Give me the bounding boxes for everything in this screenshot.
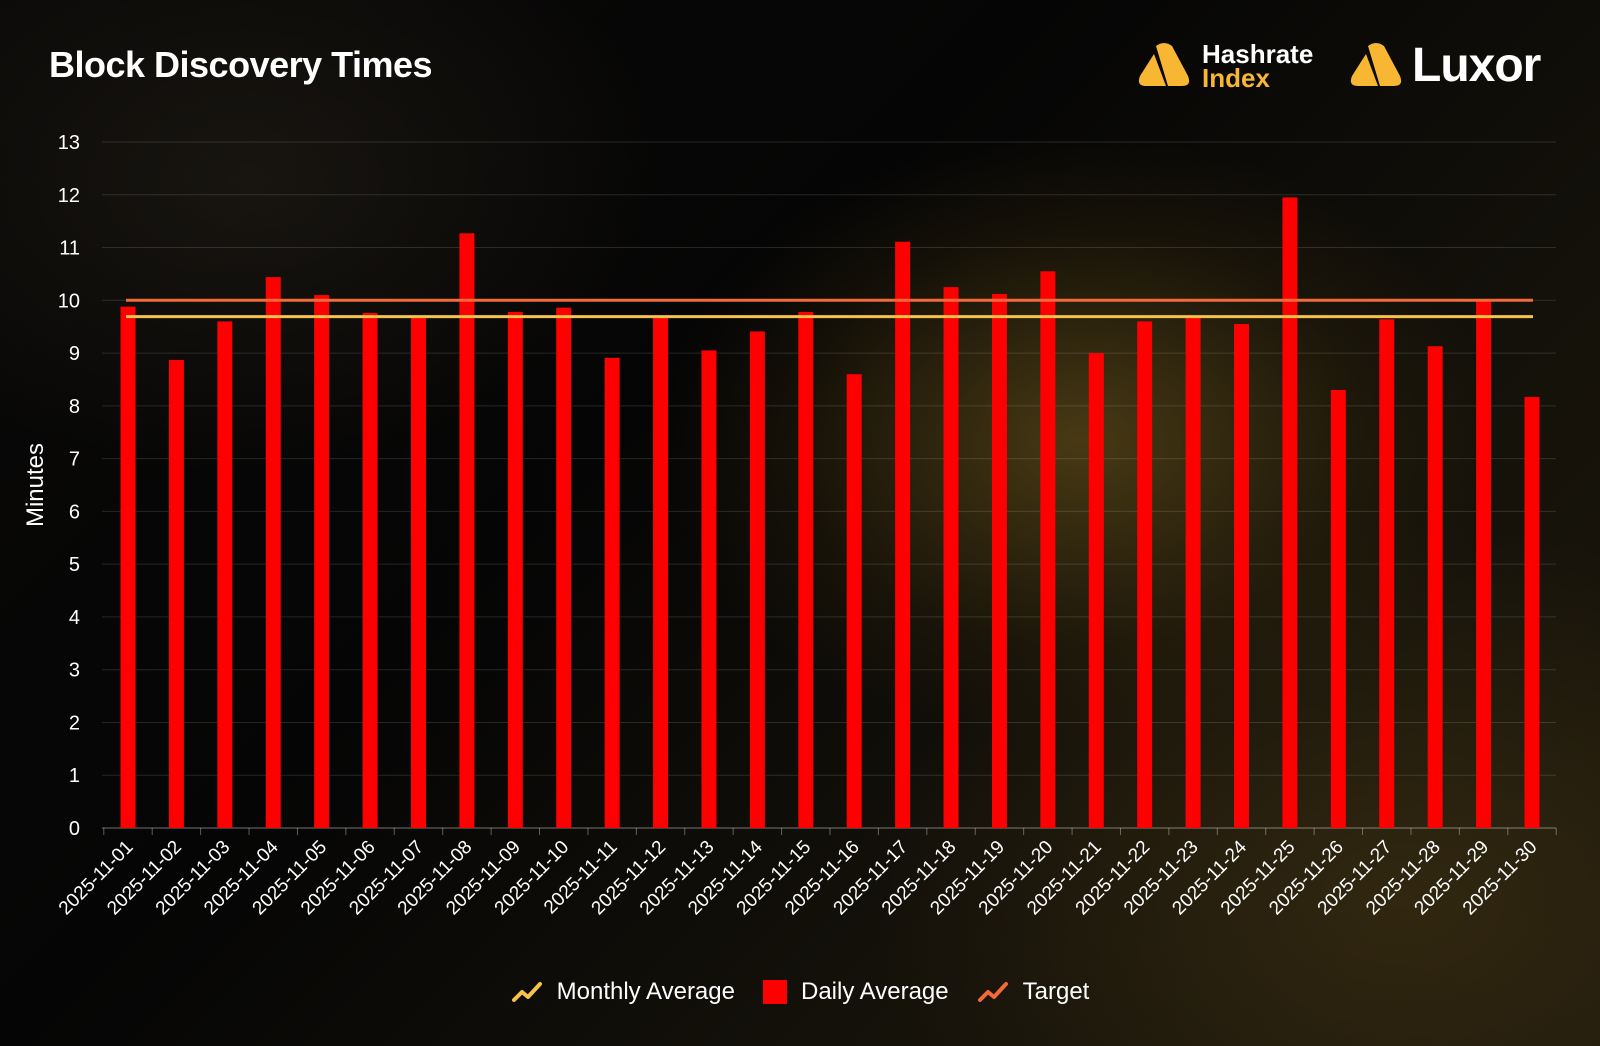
- chart-title: Block Discovery Times: [49, 44, 433, 85]
- y-tick-label: 0: [69, 818, 80, 840]
- y-tick-label: 5: [69, 554, 80, 576]
- monthly-average-line-icon: [511, 982, 542, 1002]
- bar-2025-11-22: [1137, 321, 1153, 828]
- x-axis-ticks: 2025-11-012025-11-022025-11-032025-11-04…: [55, 836, 1542, 919]
- grid-lines: [102, 141, 1557, 835]
- bar-2025-11-30: [1524, 396, 1540, 828]
- bar-2025-11-11: [604, 357, 620, 828]
- y-tick-label: 6: [69, 501, 80, 523]
- bars: [120, 197, 1540, 829]
- bar-2025-11-04: [265, 277, 281, 828]
- legend-item-daily-average[interactable]: Daily Average: [762, 978, 949, 1006]
- daily-average-bar-icon: [762, 980, 787, 1004]
- bar-2025-11-17: [895, 241, 911, 829]
- bar-2025-11-01: [120, 306, 136, 828]
- y-tick-label: 4: [69, 607, 80, 629]
- bar-2025-11-08: [459, 233, 475, 828]
- y-tick-label: 12: [58, 185, 80, 207]
- index-logo-text: Index: [1202, 63, 1270, 93]
- bar-2025-11-10: [556, 307, 572, 828]
- y-tick-label: 3: [69, 660, 80, 682]
- bar-2025-11-09: [507, 311, 523, 828]
- target-line-icon: [977, 982, 1008, 1002]
- bar-2025-11-26: [1330, 390, 1346, 828]
- bar-2025-11-23: [1185, 316, 1201, 828]
- bar-2025-11-07: [410, 317, 426, 828]
- y-tick-label: 1: [69, 765, 80, 787]
- y-tick-label: 13: [58, 132, 80, 154]
- reference-lines: [126, 298, 1533, 319]
- bar-2025-11-19: [991, 293, 1007, 829]
- y-tick-label: 7: [69, 449, 80, 471]
- hashrate-index-logo: Hashrate Index: [1138, 40, 1338, 92]
- bar-2025-11-28: [1427, 346, 1443, 828]
- bar-2025-11-14: [749, 331, 765, 828]
- bar-2025-11-13: [701, 350, 717, 828]
- bar-2025-11-29: [1476, 300, 1492, 828]
- legend-item-monthly-average[interactable]: Monthly Average: [511, 978, 735, 1006]
- legend-item-target[interactable]: Target: [977, 978, 1090, 1006]
- luxor-logo: Luxor: [1350, 38, 1560, 94]
- bar-2025-11-06: [362, 312, 378, 829]
- bar-2025-11-24: [1234, 324, 1250, 828]
- y-tick-label: 2: [69, 712, 80, 734]
- bar-2025-11-05: [314, 295, 330, 828]
- legend-label-target: Target: [1022, 978, 1090, 1005]
- legend-label-daily-average: Daily Average: [800, 978, 949, 1005]
- bar-2025-11-03: [217, 321, 233, 828]
- luxor-logo-text: Luxor: [1412, 39, 1541, 92]
- bar-2025-11-27: [1379, 319, 1395, 828]
- y-tick-label: 8: [69, 396, 80, 418]
- bar-2025-11-16: [846, 374, 862, 828]
- bar-2025-11-02: [168, 359, 184, 828]
- hashrate-logo-text: Hashrate: [1202, 39, 1314, 69]
- bar-2025-11-25: [1282, 197, 1298, 828]
- bar-2025-11-20: [1040, 271, 1056, 828]
- y-tick-label: 10: [58, 290, 80, 312]
- bar-2025-11-21: [1088, 353, 1104, 828]
- hashrate-index-mark-icon: [1138, 43, 1190, 86]
- legend-label-monthly-average: Monthly Average: [556, 978, 735, 1005]
- y-axis-label: Minutes: [22, 443, 49, 527]
- luxor-mark-icon: [1350, 43, 1402, 86]
- bar-2025-11-15: [798, 311, 814, 828]
- bar-2025-11-18: [943, 287, 959, 829]
- y-tick-label: 11: [59, 238, 80, 260]
- chart-legend: Monthly Average Daily Average Target: [0, 978, 1600, 1006]
- y-tick-label: 9: [69, 343, 80, 365]
- bar-2025-11-12: [653, 316, 669, 828]
